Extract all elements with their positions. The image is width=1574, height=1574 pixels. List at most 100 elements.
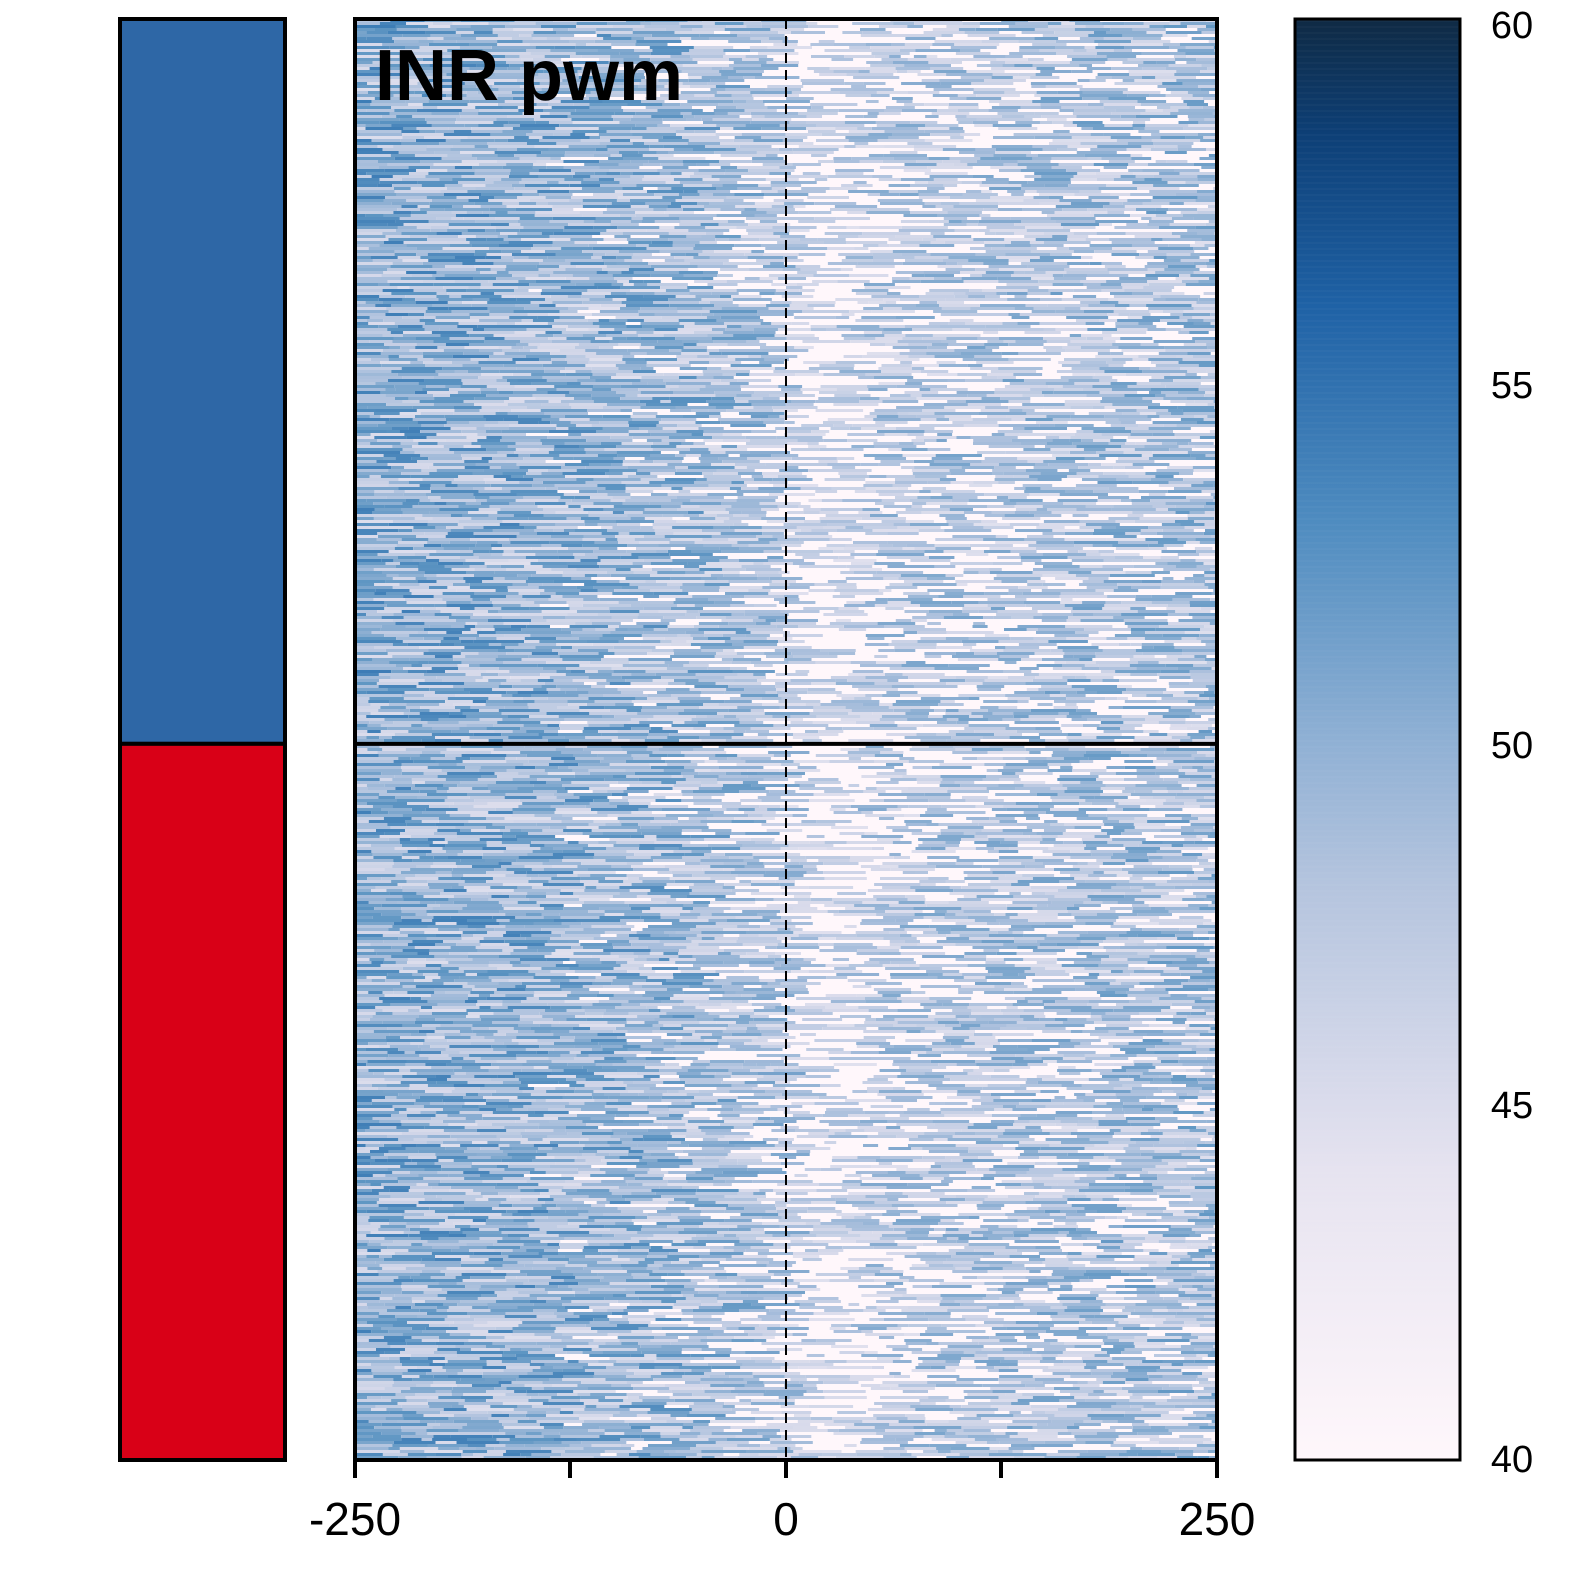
heatmap-cell xyxy=(784,202,815,205)
heatmap-cell xyxy=(952,328,970,331)
heatmap-cell xyxy=(705,145,740,148)
heatmap-cell xyxy=(868,133,893,136)
heatmap-cell xyxy=(1093,490,1139,493)
heatmap-cell xyxy=(705,385,741,388)
heatmap-cell xyxy=(524,565,543,568)
heatmap-cell xyxy=(1199,553,1217,556)
heatmap-cell xyxy=(835,169,874,172)
heatmap-cell xyxy=(1129,73,1175,76)
heatmap-cell xyxy=(744,109,777,112)
heatmap-cell xyxy=(881,499,910,502)
heatmap-cell xyxy=(922,487,946,490)
heatmap-cell xyxy=(1198,280,1217,283)
heatmap-cell xyxy=(469,421,499,424)
heatmap-cell xyxy=(944,229,955,232)
heatmap-cell xyxy=(597,556,621,559)
heatmap-cell xyxy=(849,310,872,313)
heatmap-cell xyxy=(1212,112,1217,115)
heatmap-cell xyxy=(1061,364,1109,367)
heatmap-cell xyxy=(1209,277,1217,280)
heatmap-cell xyxy=(751,250,765,253)
heatmap-cell xyxy=(526,472,542,475)
heatmap-cell xyxy=(393,94,422,97)
heatmap-cell xyxy=(1134,79,1177,82)
heatmap-cell xyxy=(1121,283,1149,286)
heatmap-cell xyxy=(750,415,768,418)
heatmap-cell xyxy=(635,214,669,217)
heatmap-cell xyxy=(569,607,610,610)
heatmap-cell xyxy=(948,322,965,325)
heatmap-cell xyxy=(725,508,762,511)
heatmap-cell xyxy=(595,217,632,220)
heatmap-cell xyxy=(386,604,435,607)
heatmap-cell xyxy=(935,538,984,541)
heatmap-cell xyxy=(682,196,727,199)
heatmap-cell xyxy=(834,394,871,397)
heatmap-cell xyxy=(669,67,712,70)
heatmap-cell xyxy=(403,616,449,619)
heatmap-cell xyxy=(988,265,1028,268)
heatmap-cell xyxy=(1094,40,1131,43)
heatmap-cell xyxy=(521,250,545,253)
heatmap-cell xyxy=(744,277,760,280)
heatmap-cell xyxy=(967,34,1016,37)
heatmap-cell xyxy=(659,172,671,175)
heatmap-cell xyxy=(405,76,452,79)
heatmap-cell xyxy=(864,334,885,337)
heatmap-cell xyxy=(590,91,606,94)
heatmap-cell xyxy=(355,151,399,154)
heatmap-cell xyxy=(393,619,421,622)
heatmap-cell xyxy=(651,493,668,496)
heatmap-cell xyxy=(798,220,836,223)
heatmap-cell xyxy=(726,325,742,328)
heatmap-cell xyxy=(834,610,865,613)
heatmap-cell xyxy=(543,508,584,511)
heatmap-cell xyxy=(355,178,380,181)
heatmap-cell xyxy=(1072,112,1112,115)
heatmap-cell xyxy=(1121,349,1166,352)
heatmap-cell xyxy=(721,307,769,310)
heatmap-cell xyxy=(422,478,455,481)
heatmap-cell xyxy=(669,553,713,556)
heatmap-cell xyxy=(1010,217,1051,220)
heatmap-cell xyxy=(995,541,1037,544)
heatmap-cell xyxy=(355,598,374,601)
heatmap-cell xyxy=(728,580,772,583)
heatmap-cell xyxy=(688,466,735,469)
heatmap-cell xyxy=(714,358,736,361)
heatmap-cell xyxy=(716,106,737,109)
heatmap-cell xyxy=(610,610,640,613)
heatmap-cell xyxy=(640,307,677,310)
heatmap-cell xyxy=(463,205,481,208)
heatmap-cell xyxy=(1047,214,1095,217)
heatmap-cell xyxy=(501,436,548,439)
heatmap-cell xyxy=(679,451,711,454)
heatmap-cell xyxy=(584,574,597,577)
heatmap-cell xyxy=(405,100,429,103)
heatmap-cell xyxy=(484,55,505,58)
heatmap-cell xyxy=(720,379,738,382)
heatmap-cell xyxy=(1132,463,1170,466)
heatmap-cell xyxy=(730,364,772,367)
heatmap-cell xyxy=(552,205,583,208)
heatmap-cell xyxy=(670,61,698,64)
heatmap-cell xyxy=(699,388,741,391)
heatmap-cell xyxy=(611,220,631,223)
heatmap-cell xyxy=(754,328,778,331)
heatmap-cell xyxy=(943,184,958,187)
heatmap-cell xyxy=(748,223,791,226)
heatmap-cell xyxy=(1166,160,1188,163)
heatmap-cell xyxy=(1113,310,1150,313)
heatmap-cell xyxy=(355,601,385,604)
heatmap-cell xyxy=(1133,172,1160,175)
heatmap-cell xyxy=(643,607,671,610)
heatmap-cell xyxy=(1115,460,1155,463)
heatmap-cell xyxy=(417,82,453,85)
heatmap-cell xyxy=(489,298,517,301)
heatmap-cell xyxy=(549,112,571,115)
heatmap-cell xyxy=(610,574,650,577)
heatmap-cell xyxy=(457,391,481,394)
heatmap-cell xyxy=(956,391,995,394)
heatmap-cell xyxy=(672,241,700,244)
heatmap-cell xyxy=(872,175,893,178)
